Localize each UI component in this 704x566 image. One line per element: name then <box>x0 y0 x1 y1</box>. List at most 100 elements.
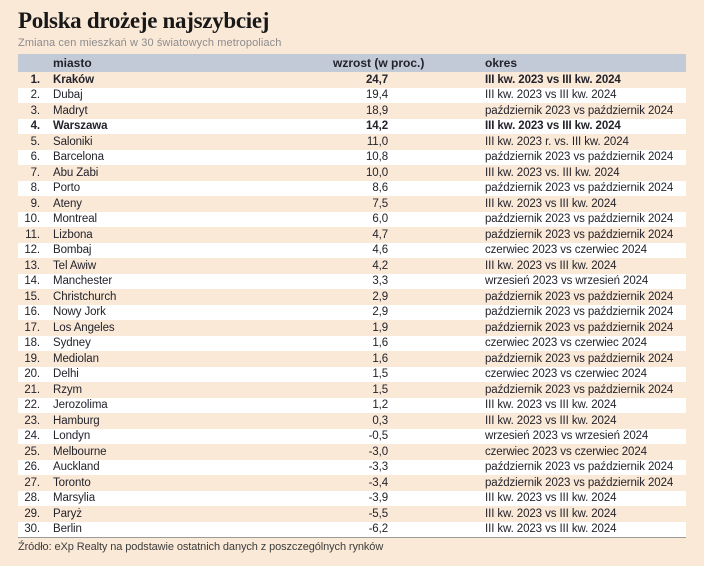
rank-cell: 7. <box>30 166 41 179</box>
city-cell: Delhi <box>53 368 79 381</box>
city-cell: Ateny <box>53 197 82 210</box>
period-cell: październik 2023 vs październik 2024 <box>485 213 674 226</box>
growth-cell: -6,2 <box>368 523 389 536</box>
city-cell: Los Angeles <box>53 321 115 334</box>
period-cell: październik 2023 vs październik 2024 <box>485 151 674 164</box>
table-row: 25. Melbourne -3,0 czerwiec 2023 vs czer… <box>18 444 686 460</box>
table-row: 18. Sydney 1,6 czerwiec 2023 vs czerwiec… <box>18 335 686 351</box>
growth-cell: 1,9 <box>372 321 388 334</box>
period-cell: III kw. 2023 r. vs. III kw. 2024 <box>485 135 629 148</box>
growth-cell: -3,3 <box>368 461 389 474</box>
rank-cell: 15. <box>24 290 40 303</box>
growth-cell: 24,7 <box>366 73 388 86</box>
period-cell: czerwiec 2023 vs czerwiec 2024 <box>485 244 647 257</box>
rank-cell: 17. <box>24 321 40 334</box>
rank-cell: 10. <box>24 213 40 226</box>
page-title: Polska drożeje najszybciej <box>18 8 270 33</box>
rank-cell: 26. <box>24 461 40 474</box>
table-row: 5. Saloniki 11,0 III kw. 2023 r. vs. III… <box>18 134 686 150</box>
period-cell: czerwiec 2023 vs czerwiec 2024 <box>485 337 647 350</box>
table-row: 27. Toronto -3,4 październik 2023 vs paź… <box>18 475 686 491</box>
period-cell: czerwiec 2023 vs czerwiec 2024 <box>485 445 647 458</box>
table-row: 14. Manchester 3,3 wrzesień 2023 vs wrze… <box>18 273 686 289</box>
period-cell: III kw. 2023 vs III kw. 2024 <box>485 89 617 102</box>
city-cell: Mediolan <box>53 352 99 365</box>
table-row: 7. Abu Zabi 10,0 III kw. 2023 vs. III kw… <box>18 165 686 181</box>
table-row: 20. Delhi 1,5 czerwiec 2023 vs czerwiec … <box>18 366 686 382</box>
growth-cell: 18,9 <box>366 104 388 117</box>
city-cell: Warszawa <box>53 120 108 133</box>
period-cell: III kw. 2023 vs III kw. 2024 <box>485 120 621 133</box>
city-cell: Christchurch <box>53 290 117 303</box>
growth-cell: 1,6 <box>372 352 388 365</box>
table-row: 26. Auckland -3,3 październik 2023 vs pa… <box>18 459 686 475</box>
growth-cell: 10,8 <box>366 151 388 164</box>
period-cell: III kw. 2023 vs III kw. 2024 <box>485 399 617 412</box>
table-row: 15. Christchurch 2,9 październik 2023 vs… <box>18 289 686 305</box>
period-cell: III kw. 2023 vs III kw. 2024 <box>485 197 617 210</box>
growth-cell: 19,4 <box>366 89 388 102</box>
table-body: 1. Kraków 24,7 III kw. 2023 vs III kw. 2… <box>18 72 686 538</box>
period-cell: wrzesień 2023 vs wrzesień 2024 <box>485 430 649 443</box>
table-row: 19. Mediolan 1,6 październik 2023 vs paź… <box>18 351 686 367</box>
rank-cell: 6. <box>30 151 41 164</box>
period-cell: III kw. 2023 vs III kw. 2024 <box>485 492 617 505</box>
rank-cell: 4. <box>30 120 41 133</box>
city-cell: Sydney <box>53 337 91 350</box>
city-cell: Auckland <box>53 461 100 474</box>
table-row: 28. Marsylia -3,9 III kw. 2023 vs III kw… <box>18 490 686 506</box>
city-cell: Madryt <box>53 104 88 117</box>
city-cell: Berlin <box>53 523 82 536</box>
table-row: 8. Porto 8,6 październik 2023 vs paździe… <box>18 180 686 196</box>
city-cell: Lizbona <box>53 228 93 241</box>
period-cell: III kw. 2023 vs III kw. 2024 <box>485 414 617 427</box>
period-cell: wrzesień 2023 vs wrzesień 2024 <box>485 275 649 288</box>
growth-cell: 1,6 <box>372 337 388 350</box>
period-cell: październik 2023 vs październik 2024 <box>485 321 674 334</box>
city-cell: Kraków <box>53 73 94 86</box>
header-cell-city: miasto <box>53 56 92 70</box>
city-cell: Melbourne <box>53 445 107 458</box>
source-note: Źródło: eXp Realty na podstawie ostatnic… <box>18 541 384 553</box>
period-cell: październik 2023 vs październik 2024 <box>485 476 674 489</box>
table-row: 3. Madryt 18,9 październik 2023 vs paźdz… <box>18 103 686 119</box>
rank-cell: 9. <box>30 197 41 210</box>
rank-cell: 12. <box>24 244 40 257</box>
period-cell: październik 2023 vs październik 2024 <box>485 306 674 319</box>
growth-cell: 11,0 <box>366 135 388 148</box>
period-cell: III kw. 2023 vs III kw. 2024 <box>485 523 617 536</box>
table-row: 21. Rzym 1,5 październik 2023 vs paździe… <box>18 382 686 398</box>
rank-cell: 1. <box>30 73 41 86</box>
rank-cell: 14. <box>24 275 40 288</box>
period-cell: październik 2023 vs październik 2024 <box>485 290 674 303</box>
rank-cell: 5. <box>30 135 41 148</box>
period-cell: III kw. 2023 vs III kw. 2024 <box>485 259 617 272</box>
table-row: 4. Warszawa 14,2 III kw. 2023 vs III kw.… <box>18 118 686 134</box>
rank-cell: 20. <box>24 368 40 381</box>
page-subtitle: Zmiana cen mieszkań w 30 światowych metr… <box>18 37 282 49</box>
table-row: 22. Jerozolima 1,2 III kw. 2023 vs III k… <box>18 397 686 413</box>
table-row: 9. Ateny 7,5 III kw. 2023 vs III kw. 202… <box>18 196 686 212</box>
period-cell: październik 2023 vs październik 2024 <box>485 182 674 195</box>
table-row: 13. Tel Awiw 4,2 III kw. 2023 vs III kw.… <box>18 258 686 274</box>
growth-cell: 4,7 <box>372 228 388 241</box>
growth-cell: 1,5 <box>372 383 388 396</box>
city-cell: Paryż <box>53 507 82 520</box>
rank-cell: 23. <box>24 414 40 427</box>
growth-cell: -3,4 <box>368 476 389 489</box>
table-row: 1. Kraków 24,7 III kw. 2023 vs III kw. 2… <box>18 72 686 88</box>
table-row: 17. Los Angeles 1,9 październik 2023 vs … <box>18 320 686 336</box>
growth-cell: -3,0 <box>368 445 389 458</box>
growth-cell: 6,0 <box>372 213 388 226</box>
growth-cell: 4,2 <box>372 259 388 272</box>
rank-cell: 18. <box>24 337 40 350</box>
header-cell-growth: wzrost (w proc.) <box>333 56 425 70</box>
table-row: 6. Barcelona 10,8 październik 2023 vs pa… <box>18 149 686 165</box>
rank-cell: 29. <box>24 507 40 520</box>
rank-cell: 13. <box>24 259 40 272</box>
period-cell: III kw. 2023 vs. III kw. 2024 <box>485 166 620 179</box>
growth-cell: -3,9 <box>368 492 389 505</box>
table-row: 24. Londyn -0,5 wrzesień 2023 vs wrzesie… <box>18 428 686 444</box>
city-cell: Toronto <box>53 476 91 489</box>
rank-cell: 22. <box>24 399 40 412</box>
